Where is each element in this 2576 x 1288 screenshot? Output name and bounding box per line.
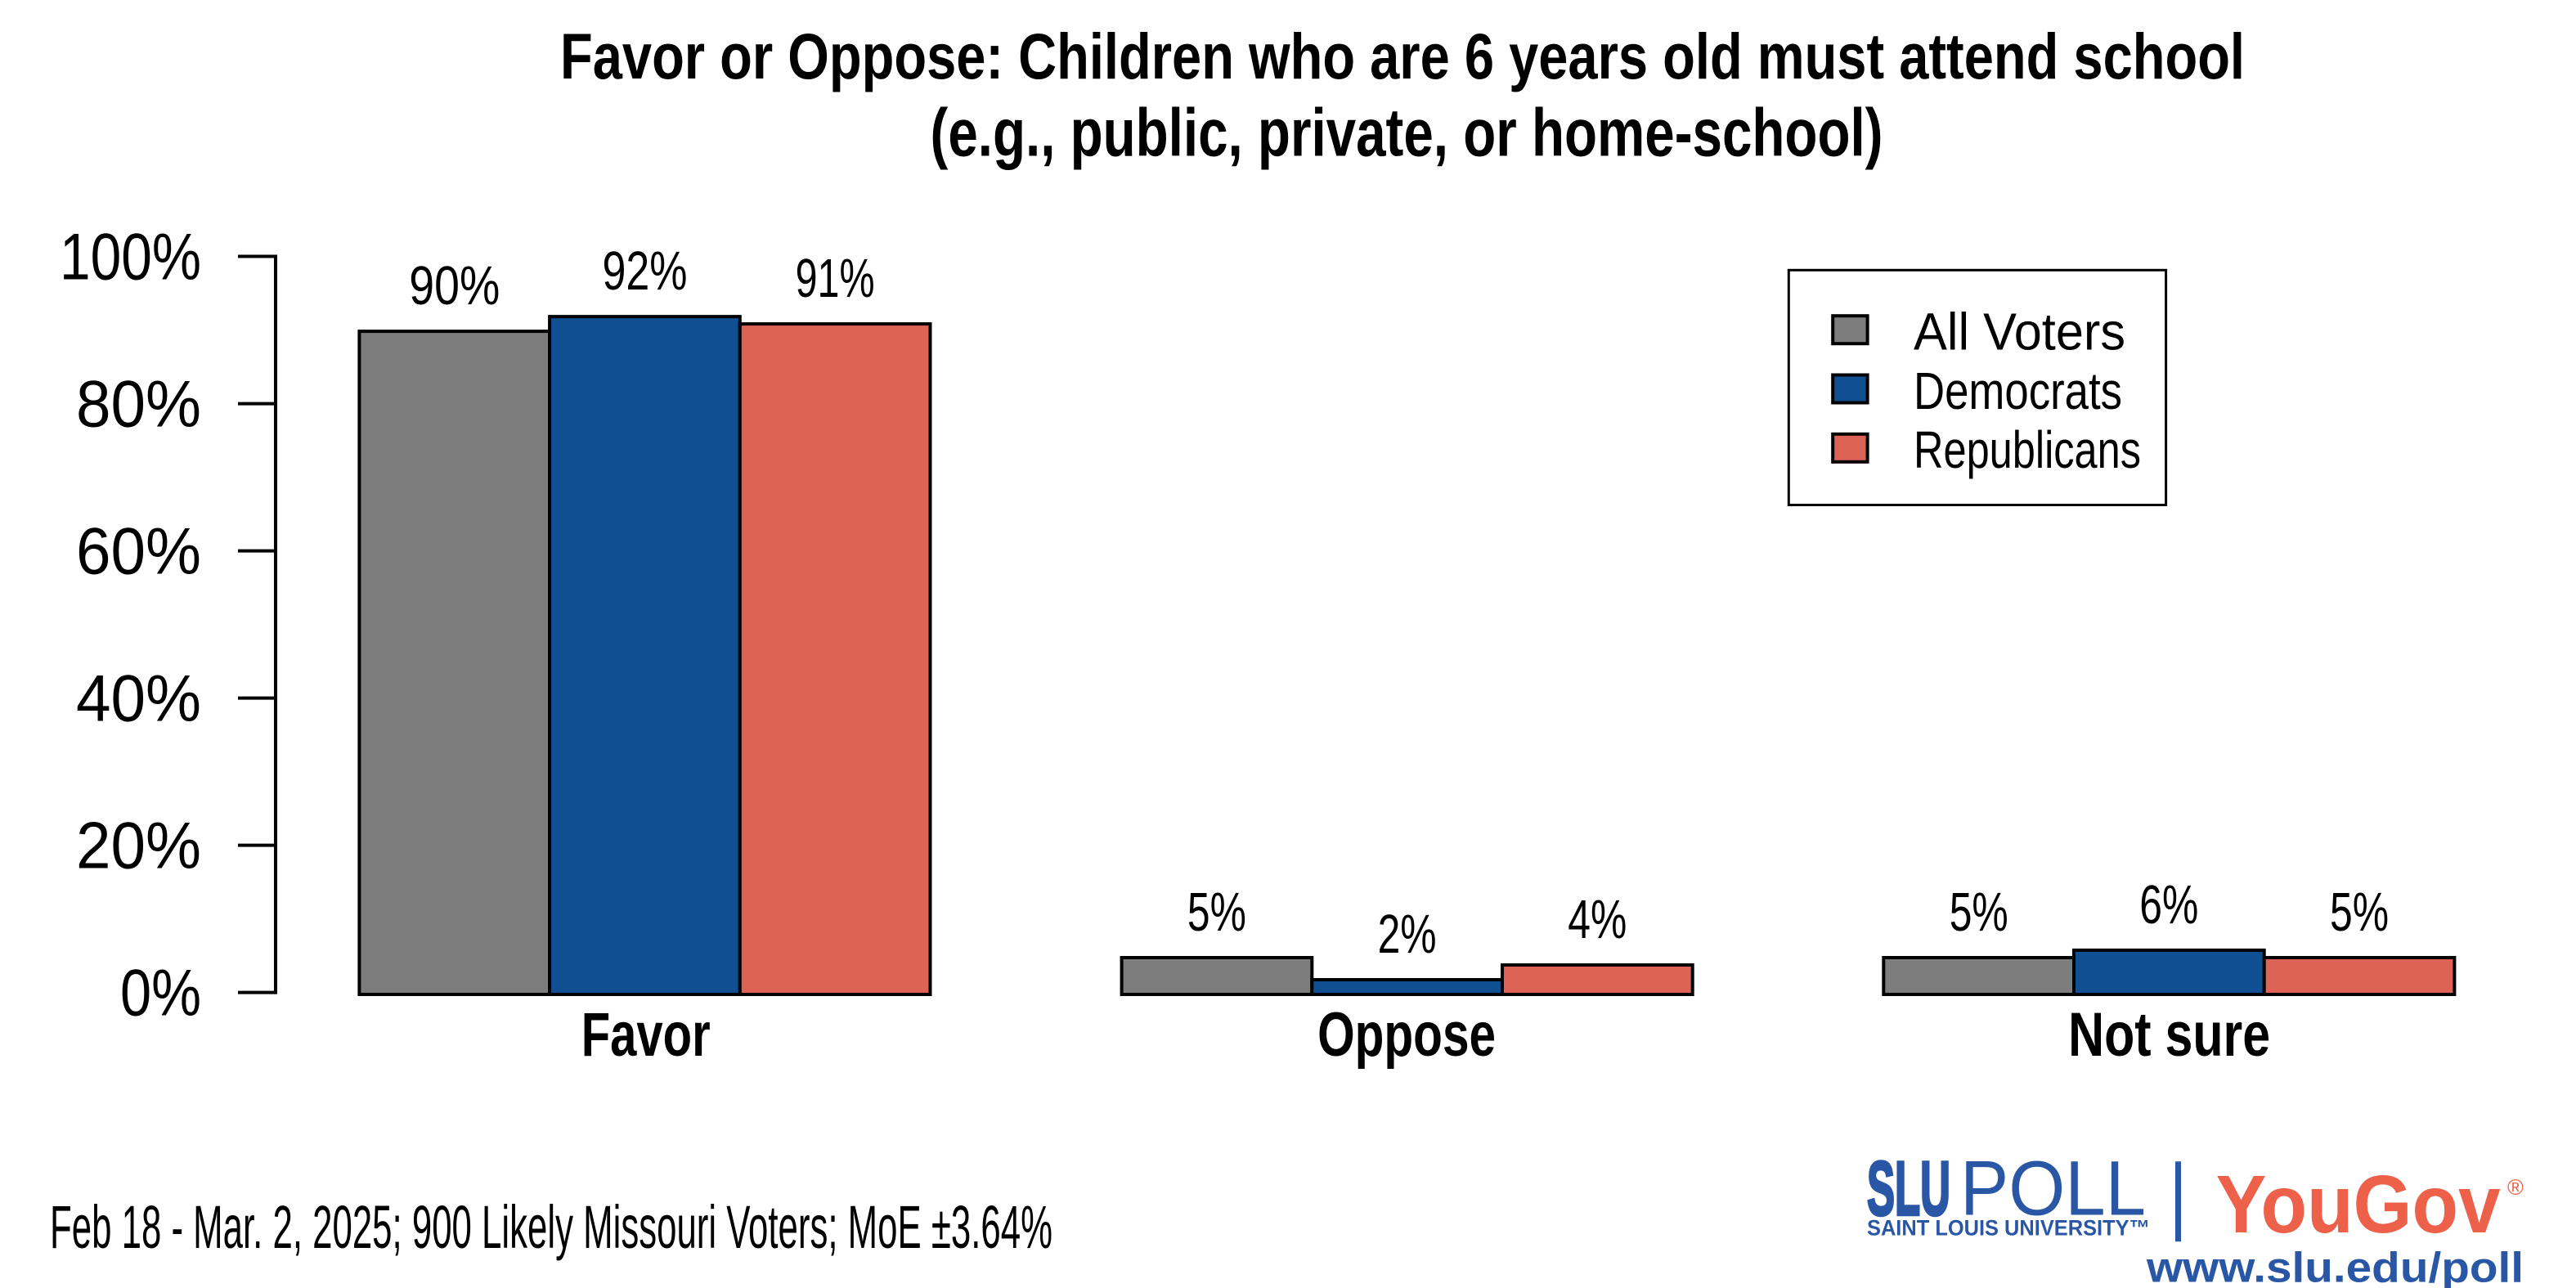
svg-text:Feb 18 - Mar. 2, 2025; 900 Lik: Feb 18 - Mar. 2, 2025; 900 Likely Missou…: [50, 1193, 1052, 1261]
svg-text:POLL: POLL: [1960, 1146, 2146, 1232]
svg-text:www.slu.edu/poll: www.slu.edu/poll: [2146, 1245, 2524, 1288]
svg-text:60%: 60%: [76, 515, 201, 589]
svg-text:4%: 4%: [1568, 889, 1627, 950]
svg-text:(e.g., public, private, or hom: (e.g., public, private, or home-school): [931, 95, 1883, 171]
svg-text:SLU: SLU: [1867, 1146, 1950, 1232]
svg-text:20%: 20%: [76, 810, 201, 883]
svg-text:All Voters: All Voters: [1914, 303, 2125, 361]
svg-text:5%: 5%: [2330, 882, 2389, 943]
svg-text:®: ®: [2507, 1175, 2524, 1200]
svg-text:80%: 80%: [76, 368, 201, 442]
svg-text:Favor: Favor: [581, 1000, 711, 1070]
svg-text:5%: 5%: [1187, 882, 1246, 943]
svg-text:YouGov: YouGov: [2216, 1159, 2501, 1250]
svg-text:Oppose: Oppose: [1317, 1000, 1496, 1070]
svg-text:2%: 2%: [1378, 904, 1437, 965]
svg-text:90%: 90%: [409, 255, 500, 316]
svg-text:Republicans: Republicans: [1914, 420, 2141, 479]
svg-text:SAINT LOUIS UNIVERSITY™: SAINT LOUIS UNIVERSITY™: [1867, 1216, 2150, 1241]
svg-text:0%: 0%: [120, 957, 201, 1030]
svg-text:92%: 92%: [603, 240, 688, 302]
svg-text:91%: 91%: [796, 248, 875, 309]
svg-text:100%: 100%: [60, 221, 201, 294]
svg-text:6%: 6%: [2139, 874, 2198, 936]
svg-text:Democrats: Democrats: [1914, 361, 2122, 420]
svg-text:40%: 40%: [76, 662, 201, 736]
svg-text:5%: 5%: [1950, 882, 2008, 943]
svg-text:Favor or Oppose: Children who: Favor or Oppose: Children who are 6 year…: [560, 20, 2245, 92]
svg-text:Not sure: Not sure: [2068, 1000, 2270, 1070]
